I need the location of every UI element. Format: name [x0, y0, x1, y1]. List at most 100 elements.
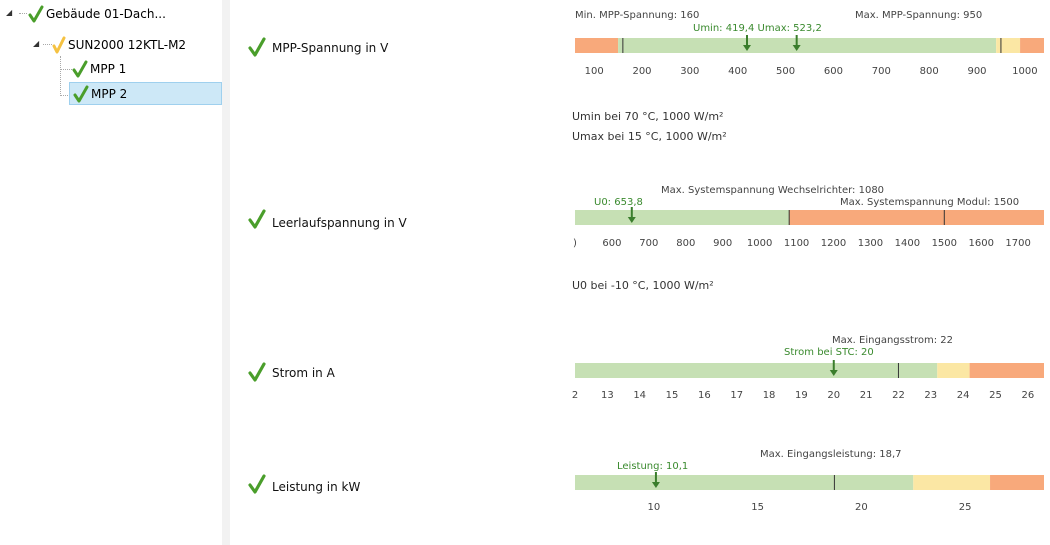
check-label: MPP-Spannung in V — [272, 41, 389, 55]
gauge-segment-green — [575, 363, 938, 378]
check-warning-icon — [52, 36, 66, 54]
value-arrow-head — [792, 45, 801, 51]
gauge-segment-orange — [789, 210, 1044, 225]
check-icon — [72, 60, 88, 78]
tick-label: 1300 — [858, 238, 883, 249]
tick-label: 16 — [698, 390, 711, 401]
gauge-segment-orange — [1020, 38, 1044, 53]
tick-label: 15 — [666, 390, 679, 401]
gauge-segment-orange — [575, 38, 619, 53]
tick-label: 1100 — [784, 238, 809, 249]
tick-label: 200 — [632, 66, 651, 77]
tick-label: 700 — [639, 238, 658, 249]
tick-label: 26 — [1021, 390, 1034, 401]
check-label: Leistung in kW — [272, 480, 361, 494]
annotation-max-wr: Max. Systemspannung Wechselrichter: 1080 — [661, 185, 884, 196]
tick-label: 10 — [647, 502, 660, 513]
tree-panel: ◢ Gebäude 01-Dach... ◢ SUN2000 12KTL-M2 … — [0, 0, 222, 545]
gauge-open-circuit-voltage: Max. Systemspannung Wechselrichter: 1080… — [573, 185, 1044, 249]
tick-label: 15 — [751, 502, 764, 513]
tick-label: 600 — [602, 238, 621, 249]
annotation-max-mod: Max. Systemspannung Modul: 1500 — [840, 197, 1019, 208]
annotation-u0: U0: 653,8 — [594, 197, 643, 208]
tree-item-inverter[interactable]: SUN2000 12KTL-M2 — [52, 34, 186, 56]
tick-label: 24 — [957, 390, 970, 401]
tick-label: 25 — [959, 502, 972, 513]
value-arrow-head — [829, 370, 838, 376]
splitter[interactable] — [222, 0, 230, 545]
gauge-current: Max. Eingangsstrom: 22 Strom bei STC: 20… — [572, 335, 1044, 401]
gauge-segment-green — [618, 38, 997, 53]
tree-item-mpp1[interactable]: MPP 1 — [72, 58, 126, 80]
tick-label: 21 — [860, 390, 873, 401]
tick-label: 1000 — [1012, 66, 1037, 77]
tree-item-label: Gebäude 01-Dach... — [46, 7, 166, 21]
annotation-power: Leistung: 10,1 — [617, 461, 688, 472]
tree-connector — [43, 44, 52, 45]
tick-label: 1200 — [821, 238, 846, 249]
tree-item-label: MPP 2 — [91, 86, 128, 101]
tick-label: 14 — [633, 390, 646, 401]
tree-connector — [60, 95, 72, 96]
annotation-umin-umax: Umin: 419,4 Umax: 523,2 — [693, 23, 822, 34]
tick-label: 18 — [763, 390, 776, 401]
check-label: Strom in A — [272, 366, 335, 380]
tree-item-label: MPP 1 — [90, 62, 127, 76]
tick-label: 23 — [924, 390, 937, 401]
tick-label: 900 — [967, 66, 986, 77]
check-label: Leerlaufspannung in V — [272, 216, 407, 230]
tree-item-building[interactable]: Gebäude 01-Dach... — [28, 3, 166, 25]
check-icon — [248, 474, 266, 494]
tick-label: 13 — [601, 390, 614, 401]
tick-label: 600 — [824, 66, 843, 77]
note-u0: U0 bei -10 °C, 1000 W/m² — [572, 279, 714, 292]
check-icon — [248, 209, 266, 229]
check-icon — [28, 5, 44, 23]
gauge-segment-green — [575, 210, 790, 225]
check-panel: MPP-Spannung in V Min. MPP-Spannung: 160… — [230, 0, 1050, 545]
tick-label: 1400 — [895, 238, 920, 249]
gauge-power: Max. Eingangsleistung: 18,7 Leistung: 10… — [575, 449, 1044, 513]
tree-connector — [19, 13, 27, 14]
gauge-segment-yellow — [913, 475, 991, 490]
annotation-max-mpp: Max. MPP-Spannung: 950 — [855, 10, 982, 21]
tick-label: 17 — [730, 390, 743, 401]
tick-label: 300 — [680, 66, 699, 77]
tick-label: 1600 — [968, 238, 993, 249]
tick-label: 700 — [872, 66, 891, 77]
tick-label: 25 — [989, 390, 1002, 401]
tree-item-label: SUN2000 12KTL-M2 — [68, 38, 187, 52]
annotation-stc: Strom bei STC: 20 — [784, 347, 874, 358]
check-icon — [73, 85, 89, 102]
collapse-icon[interactable]: ◢ — [6, 8, 13, 17]
tick-label: 900 — [713, 238, 732, 249]
gauge-segment-yellow — [996, 38, 1021, 53]
tree-item-mpp2[interactable]: MPP 2 — [69, 82, 222, 105]
annotation-max-current: Max. Eingangsstrom: 22 — [832, 335, 953, 346]
gauge-segment-yellow — [937, 363, 970, 378]
tick-label: 1500 — [932, 238, 957, 249]
gauge-segment-orange — [969, 363, 1044, 378]
tick-label: 500 — [776, 66, 795, 77]
value-arrow-head — [742, 45, 751, 51]
tick-label: 20 — [855, 502, 868, 513]
tick-label: 800 — [676, 238, 695, 249]
tree-connector — [60, 56, 61, 96]
note-umin: Umin bei 70 °C, 1000 W/m² — [572, 110, 724, 123]
annotation-max-power: Max. Eingangsleistung: 18,7 — [760, 449, 902, 460]
tick-label: 20 — [827, 390, 840, 401]
note-umax: Umax bei 15 °C, 1000 W/m² — [572, 130, 727, 143]
tick-label: 1700 — [1005, 238, 1030, 249]
tree-connector — [60, 69, 72, 70]
gauge-segment-green — [575, 475, 914, 490]
annotation-min-mpp: Min. MPP-Spannung: 160 — [575, 10, 699, 21]
tick-label: 800 — [920, 66, 939, 77]
check-icon — [248, 37, 266, 57]
value-arrow-head — [651, 482, 660, 488]
tick-label: 1000 — [747, 238, 772, 249]
collapse-icon[interactable]: ◢ — [33, 39, 40, 48]
check-icon — [248, 362, 266, 382]
tick-label: 100 — [585, 66, 604, 77]
tick-label: 19 — [795, 390, 808, 401]
gauge-segment-orange — [990, 475, 1044, 490]
